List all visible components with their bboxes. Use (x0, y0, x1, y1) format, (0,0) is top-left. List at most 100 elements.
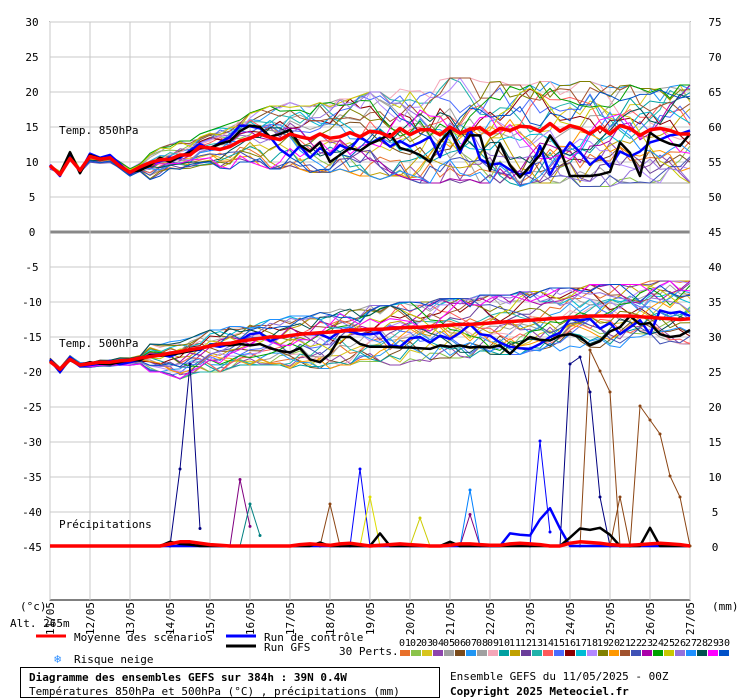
member-number: 26 (674, 638, 686, 649)
member-color-swatch (488, 650, 498, 656)
panel-label-t850: Temp. 850hPa (59, 124, 138, 137)
member-color-swatch (433, 650, 443, 656)
member-color-swatch (422, 650, 432, 656)
right-tick-label: 40 (708, 261, 721, 274)
date-label: 25/05 (604, 602, 617, 635)
member-color-swatch (532, 650, 542, 656)
precip-point (588, 348, 592, 352)
footer-run: Ensemble GEFS du 11/05/2025 - 00Z (450, 670, 669, 683)
ensemble-members (49, 77, 691, 380)
precip-point (358, 467, 362, 471)
member-number: 17 (575, 638, 587, 649)
left-tick-label: 5 (29, 191, 36, 204)
member-number: 15 (553, 638, 565, 649)
left-tick-label: 25 (25, 51, 38, 64)
member-color-swatch (642, 650, 652, 656)
member-number: 04 (432, 638, 444, 649)
precip-point (548, 530, 552, 534)
left-axis-unit: (°c) (20, 600, 47, 613)
member-color-swatch (400, 650, 410, 656)
member-number: 24 (652, 638, 664, 649)
precip-member-spike (169, 363, 201, 547)
precip-member-spike (559, 356, 611, 547)
left-tick-label: 0 (29, 226, 36, 239)
date-label: 21/05 (444, 602, 457, 635)
right-axis-unit: (mm) (712, 600, 739, 613)
legend: Moyenne des scénarios Run de contrôle Ru… (36, 631, 730, 666)
member-color-swatch (686, 650, 696, 656)
member-number: 16 (564, 638, 576, 649)
precip-point (678, 495, 682, 499)
altitude-label: Alt. 265m (10, 617, 70, 630)
left-tick-label: -20 (22, 366, 42, 379)
member-color-swatch (477, 650, 487, 656)
precip-point (248, 502, 252, 506)
member-number: 22 (630, 638, 642, 649)
member-color-swatch (587, 650, 597, 656)
right-tick-label: 10 (708, 471, 721, 484)
member-color-swatch (576, 650, 586, 656)
precip-member-spike (349, 468, 371, 547)
ensemble-member-line (49, 287, 691, 372)
left-tick-label: 10 (25, 156, 38, 169)
left-tick-label: -25 (22, 401, 42, 414)
precip-point (178, 467, 182, 471)
right-tick-label: 0 (712, 541, 719, 554)
member-number: 08 (476, 638, 488, 649)
member-color-swatch (565, 650, 575, 656)
precip-point (538, 439, 542, 443)
right-tick-label: 75 (708, 16, 721, 29)
precip-point (258, 534, 262, 537)
left-tick-label: -15 (22, 331, 42, 344)
date-label: 15/05 (204, 602, 217, 635)
date-label: 19/05 (364, 602, 377, 635)
date-label: 16/05 (244, 602, 257, 635)
precip-point (248, 524, 252, 528)
ensemble-member-line (49, 80, 691, 180)
right-tick-label: 70 (708, 51, 721, 64)
member-number: 09 (487, 638, 499, 649)
series-precip-ff0000 (50, 540, 691, 548)
legend-perts-label: 30 Perts. (339, 645, 399, 658)
member-color-swatch (631, 650, 641, 656)
member-color-swatch (455, 650, 465, 656)
precip-point (588, 390, 592, 394)
member-number: 10 (498, 638, 510, 649)
date-label: 18/05 (324, 602, 337, 635)
member-color-swatch (444, 650, 454, 656)
precip-point (578, 355, 582, 359)
right-tick-label: 65 (708, 86, 721, 99)
member-color-swatch (543, 650, 553, 656)
member-number: 20 (608, 638, 620, 649)
member-number: 05 (443, 638, 455, 649)
ensemble-member-line (49, 140, 691, 184)
precip-point (618, 495, 622, 499)
ensemble-member-line (49, 84, 691, 176)
precip-point (368, 495, 372, 499)
member-color-swatch (708, 650, 718, 656)
member-number: 23 (641, 638, 653, 649)
date-label: 14/05 (164, 602, 177, 635)
left-tick-label: -45 (22, 541, 42, 554)
member-number: 13 (531, 638, 543, 649)
left-tick-label: -40 (22, 506, 42, 519)
precip-point (418, 516, 422, 520)
right-tick-label: 50 (708, 191, 721, 204)
ensemble-member-line (49, 280, 691, 373)
footer-subtitle: Températures 850hPa et 500hPa (°C) , pré… (29, 685, 400, 698)
precip-member-spike (629, 404, 691, 547)
member-number: 07 (465, 638, 477, 649)
date-label: 13/05 (124, 602, 137, 635)
footer-title: Diagramme des ensembles GEFS sur 384h : … (29, 671, 347, 684)
ensemble-member-line (49, 284, 691, 373)
legend-gfs-label: Run GFS (264, 641, 310, 654)
member-color-swatch (653, 650, 663, 656)
panel-label-precip: Précipitations (59, 518, 152, 531)
precip-point (468, 488, 472, 492)
precip-point (198, 527, 202, 530)
member-number: 27 (685, 638, 697, 649)
precip-point (668, 474, 672, 478)
precip-point (568, 362, 572, 366)
right-tick-label: 55 (708, 156, 721, 169)
precip-point (658, 432, 662, 436)
